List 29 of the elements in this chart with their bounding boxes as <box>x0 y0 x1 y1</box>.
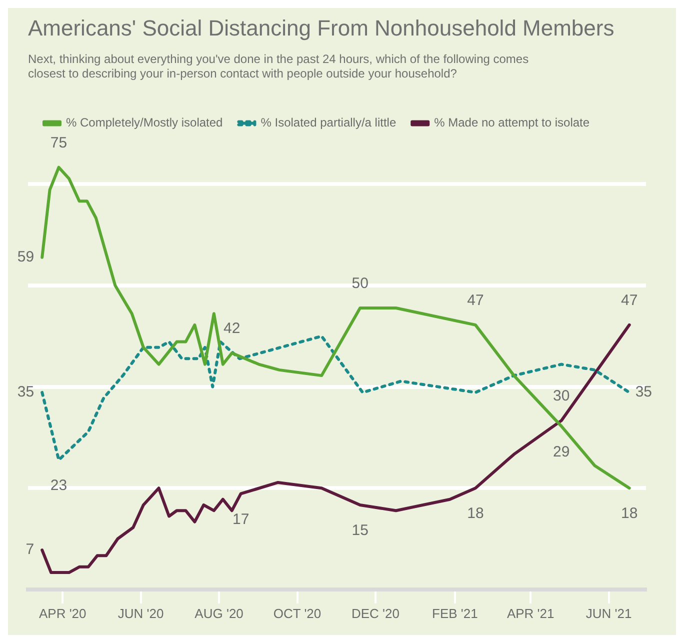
data-label: 17 <box>232 510 250 528</box>
data-label: 59 <box>17 248 34 266</box>
data-label: 35 <box>635 384 652 401</box>
x-tick-label: JUN '21 <box>586 606 632 621</box>
legend-label: % Isolated partially/a little <box>260 116 396 130</box>
x-tick-label: JUN '20 <box>118 606 164 621</box>
data-label: 29 <box>553 443 570 460</box>
data-label: 47 <box>620 292 638 310</box>
data-label: 23 <box>50 477 68 494</box>
legend-label: % Completely/Mostly isolated <box>66 116 223 130</box>
data-label: 18 <box>467 505 484 522</box>
data-label: 15 <box>352 522 368 540</box>
data-label: 7 <box>26 541 34 558</box>
chart-subtitle: Next, thinking about everything you've done in the past 24 hours, which of the following comes closest to describing your in-person contact with people outside your household? <box>28 52 529 80</box>
chart-title: Americans' Social Distancing From Nonhousehold Members <box>28 15 614 40</box>
x-tick-label: AUG '20 <box>194 606 244 621</box>
data-label: 42 <box>224 320 240 338</box>
data-label: 18 <box>620 505 638 522</box>
x-tick-label: FEB '21 <box>432 606 478 621</box>
x-tick-label: DEC '20 <box>351 606 400 621</box>
x-tick-label: APR '20 <box>38 606 86 621</box>
legend-label: % Made no attempt to isolate <box>434 116 590 130</box>
data-label: 35 <box>17 384 34 401</box>
data-label: 75 <box>50 134 68 152</box>
data-label: 50 <box>352 275 368 292</box>
data-label: 30 <box>553 388 570 405</box>
data-label: 47 <box>467 292 484 310</box>
x-tick-label: APR '21 <box>506 606 554 621</box>
x-tick-label: OCT '20 <box>273 606 322 621</box>
